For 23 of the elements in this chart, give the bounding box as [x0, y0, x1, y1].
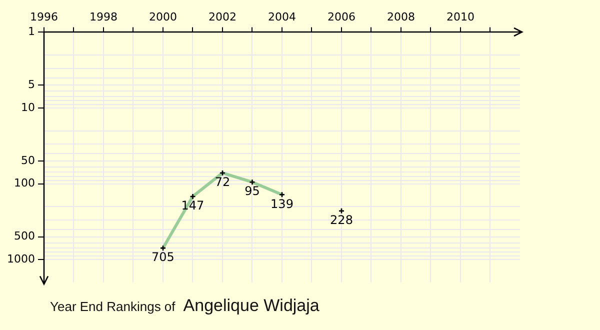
x-tick-label: 2002 — [208, 10, 236, 24]
data-label: 72 — [214, 175, 230, 190]
y-tick-label: 100 — [14, 176, 35, 190]
y-tick-label: 5 — [28, 78, 35, 92]
x-tick-label: 2010 — [446, 10, 474, 24]
y-tick-label: 50 — [20, 154, 35, 167]
data-label: 228 — [330, 213, 353, 228]
y-tick-label: 500 — [14, 230, 35, 243]
data-label: 705 — [152, 250, 174, 264]
x-tick-label: 2004 — [268, 10, 296, 24]
x-tick-label: 1998 — [89, 10, 118, 24]
data-label: 139 — [270, 196, 294, 211]
y-tick-label: 1 — [28, 25, 35, 38]
x-tick-label: 2000 — [148, 10, 177, 24]
x-tick-label: 1996 — [30, 10, 58, 24]
y-tick-label: 10 — [20, 100, 35, 114]
y-tick-label: 1000 — [6, 252, 35, 266]
x-tick-label: 2008 — [387, 10, 415, 24]
text: Year End Rankings of — [50, 299, 176, 314]
data-label: 95 — [244, 184, 260, 198]
x-tick-label: 2006 — [328, 10, 356, 24]
data-label: 147 — [181, 198, 204, 213]
text: Angelique Widjaja — [183, 296, 320, 315]
